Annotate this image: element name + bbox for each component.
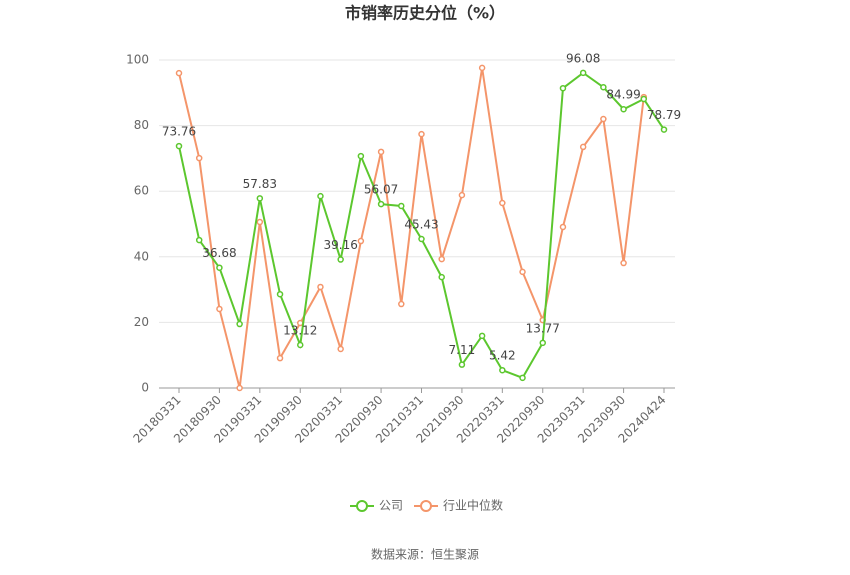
data-label: 57.83 — [243, 177, 277, 191]
point — [337, 345, 344, 353]
point — [317, 283, 324, 291]
data-label: 73.76 — [162, 125, 196, 139]
y-tick-label: 60 — [134, 184, 149, 198]
data-label: 7.11 — [449, 343, 476, 357]
legend-label: 公司 — [379, 499, 403, 513]
point — [297, 341, 304, 349]
y-tick-label: 20 — [134, 315, 149, 329]
point — [418, 130, 425, 138]
point — [317, 192, 324, 200]
point — [539, 339, 546, 347]
point — [579, 69, 587, 77]
point — [337, 256, 344, 263]
data-label: 13.12 — [283, 323, 317, 337]
data-label: 13.77 — [526, 321, 560, 335]
point — [216, 305, 223, 313]
point — [499, 366, 506, 374]
point — [377, 148, 385, 156]
legend-marker — [420, 500, 432, 512]
point — [519, 268, 526, 276]
data-label: 78.79 — [647, 108, 681, 122]
point — [276, 354, 284, 362]
point — [418, 235, 425, 243]
source: 数据来源：恒生聚源 — [371, 547, 479, 562]
point — [438, 255, 445, 263]
point — [357, 152, 365, 160]
point — [499, 199, 506, 207]
point — [438, 273, 445, 281]
point — [640, 95, 648, 103]
chart-title: 市销率历史分位（%） — [345, 4, 505, 23]
point — [276, 290, 284, 298]
point — [478, 332, 486, 340]
point — [559, 84, 567, 92]
legend-item[interactable]: 公司 — [350, 499, 403, 513]
point — [600, 115, 607, 123]
point — [175, 142, 183, 150]
data-label: 84.99 — [606, 88, 640, 102]
point — [398, 202, 405, 210]
point — [175, 69, 183, 77]
point — [620, 259, 627, 267]
point — [236, 384, 243, 392]
point — [519, 374, 526, 382]
data-label: 45.43 — [404, 217, 438, 231]
point — [216, 264, 223, 271]
point — [579, 143, 587, 151]
point — [256, 195, 264, 202]
legend-item[interactable]: 行业中位数 — [414, 498, 503, 513]
series-line — [178, 67, 645, 389]
legend-label: 行业中位数 — [443, 498, 503, 513]
y-tick-label: 80 — [134, 118, 149, 132]
y-tick-label: 0 — [141, 381, 149, 395]
point — [236, 320, 243, 328]
point — [458, 361, 466, 368]
point — [458, 191, 466, 199]
y-tick-label: 40 — [134, 249, 149, 263]
data-label: 5.42 — [489, 349, 516, 363]
point — [195, 236, 203, 244]
point — [377, 200, 385, 208]
point — [195, 154, 203, 162]
point — [620, 105, 627, 113]
point — [478, 64, 486, 72]
point — [256, 218, 264, 226]
data-label: 56.07 — [364, 183, 398, 197]
data-label: 36.68 — [202, 246, 236, 260]
y-tick-label: 100 — [126, 53, 149, 67]
data-label: 39.16 — [323, 238, 357, 252]
point — [357, 237, 365, 245]
data-label: 96.08 — [566, 51, 600, 65]
point — [559, 223, 567, 231]
point — [660, 126, 668, 133]
point — [398, 300, 405, 308]
legend-marker — [356, 500, 368, 512]
point — [600, 83, 607, 91]
